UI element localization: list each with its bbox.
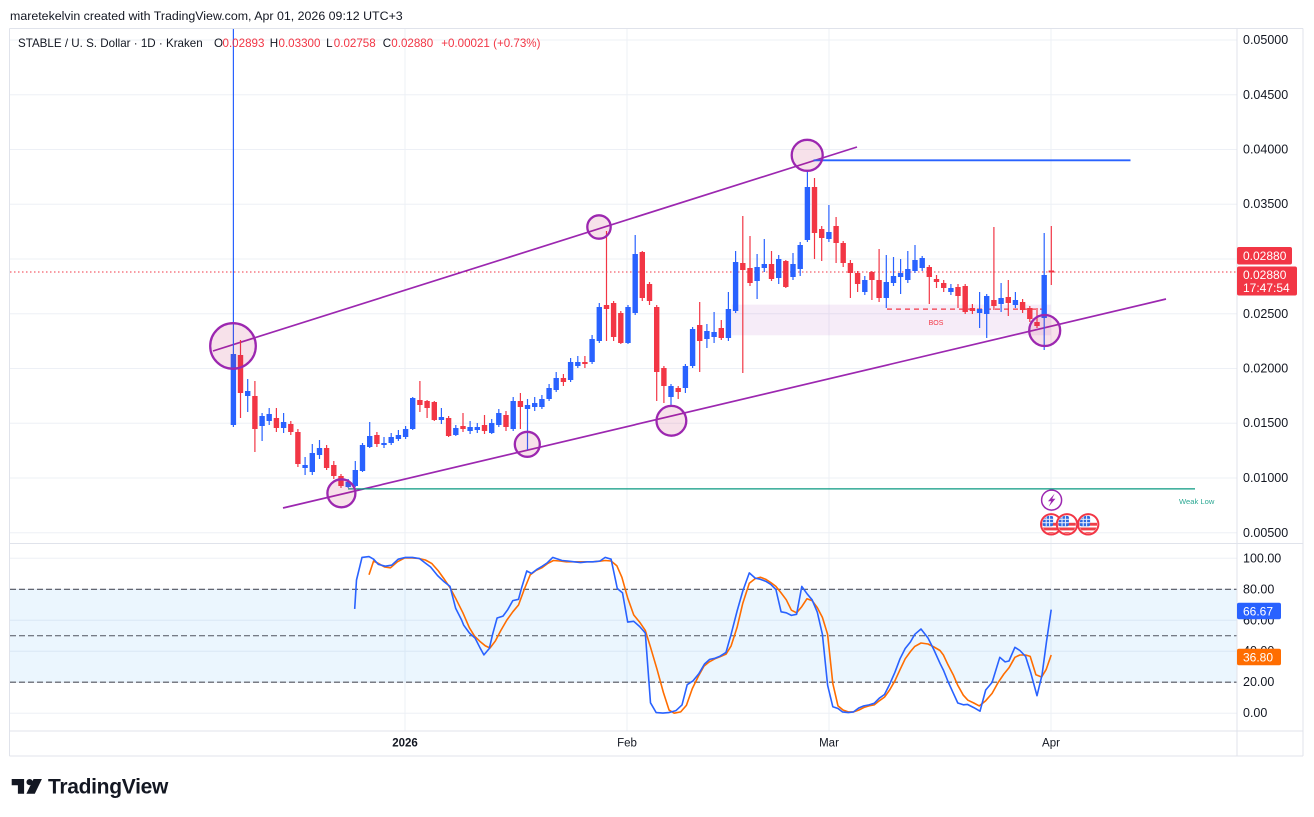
svg-text:0.04500: 0.04500 [1243, 88, 1288, 102]
svg-text:80.00: 80.00 [1243, 582, 1274, 596]
svg-text:0.02000: 0.02000 [1243, 362, 1288, 376]
svg-text:0.02880: 0.02880 [1243, 249, 1287, 263]
svg-text:0.01500: 0.01500 [1243, 416, 1288, 430]
svg-text:maretekelvin created with Trad: maretekelvin created with TradingView.co… [10, 9, 403, 23]
svg-text:0.00500: 0.00500 [1243, 526, 1288, 540]
svg-text:STABLE / U. S. Dollar · 1D · K: STABLE / U. S. Dollar · 1D · Kraken [18, 37, 203, 50]
svg-text:O: O [214, 37, 223, 50]
svg-text:0.01000: 0.01000 [1243, 471, 1288, 485]
svg-text:0.00: 0.00 [1243, 706, 1267, 720]
svg-text:Apr: Apr [1042, 738, 1060, 750]
svg-text:2026: 2026 [392, 738, 418, 750]
svg-text:0.03500: 0.03500 [1243, 197, 1288, 211]
svg-text:17:47:54: 17:47:54 [1243, 281, 1290, 295]
svg-text:TradingView: TradingView [48, 776, 169, 799]
svg-text:0.04000: 0.04000 [1243, 143, 1288, 157]
svg-text:H: H [270, 37, 278, 50]
svg-text:C: C [383, 37, 391, 50]
svg-text:66.67: 66.67 [1243, 604, 1273, 618]
svg-text:0.02880: 0.02880 [391, 37, 433, 50]
svg-text:0.05000: 0.05000 [1243, 33, 1288, 47]
svg-text:0.02893: 0.02893 [223, 37, 265, 50]
svg-text:0.03300: 0.03300 [279, 37, 321, 50]
svg-text:Mar: Mar [819, 738, 839, 750]
svg-text:Feb: Feb [617, 738, 637, 750]
svg-text:36.80: 36.80 [1243, 650, 1273, 664]
svg-text:+0.00021 (+0.73%): +0.00021 (+0.73%) [441, 37, 540, 50]
svg-text:L: L [326, 37, 333, 50]
svg-text:0.02758: 0.02758 [334, 37, 376, 50]
svg-text:0.02880: 0.02880 [1243, 268, 1287, 282]
svg-text:BOS: BOS [929, 320, 944, 327]
svg-text:Weak Low: Weak Low [1179, 497, 1215, 506]
svg-text:0.02500: 0.02500 [1243, 307, 1288, 321]
svg-text:100.00: 100.00 [1243, 551, 1281, 565]
svg-text:20.00: 20.00 [1243, 675, 1274, 689]
